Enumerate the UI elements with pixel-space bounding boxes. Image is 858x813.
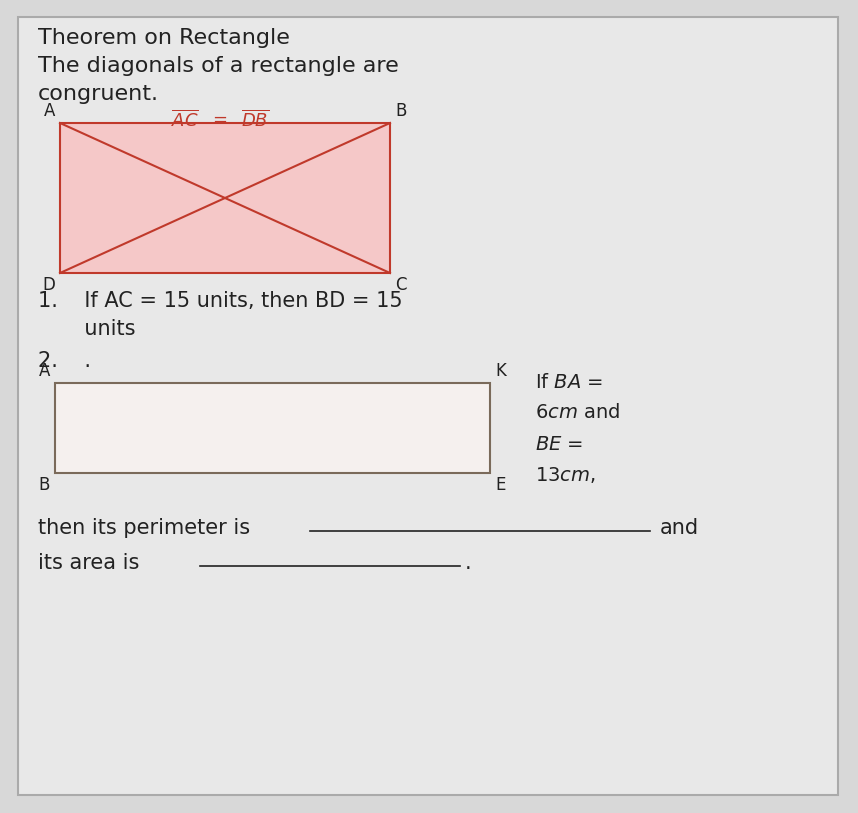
Text: then its perimeter is: then its perimeter is xyxy=(38,518,257,538)
Text: .: . xyxy=(465,553,472,573)
Bar xyxy=(60,123,390,273)
Text: E: E xyxy=(495,476,505,494)
Text: Theorem on Rectangle: Theorem on Rectangle xyxy=(38,28,290,48)
Text: congruent.: congruent. xyxy=(38,84,159,104)
Text: $\overline{AC}$: $\overline{AC}$ xyxy=(171,110,199,131)
Text: The diagonals of a rectangle are: The diagonals of a rectangle are xyxy=(38,56,399,76)
Text: units: units xyxy=(38,319,136,339)
Text: If $BA$ =: If $BA$ = xyxy=(535,373,603,392)
Text: 2.    .: 2. . xyxy=(38,351,91,371)
Text: 6$cm$ and: 6$cm$ and xyxy=(535,403,620,422)
Text: C: C xyxy=(395,276,407,294)
Text: 1.    If AC = 15 units, then BD = 15: 1. If AC = 15 units, then BD = 15 xyxy=(38,291,402,311)
Text: B: B xyxy=(395,102,407,120)
Text: and: and xyxy=(660,518,699,538)
Text: K: K xyxy=(495,362,506,380)
Bar xyxy=(55,383,490,473)
Text: A: A xyxy=(44,102,55,120)
Text: A: A xyxy=(39,362,50,380)
Text: B: B xyxy=(39,476,50,494)
Text: its area is: its area is xyxy=(38,553,146,573)
Text: $\overline{DB}$: $\overline{DB}$ xyxy=(241,110,269,131)
Text: $BE$ =: $BE$ = xyxy=(535,435,583,454)
Text: $=$: $=$ xyxy=(208,110,227,128)
Text: 13$cm$,: 13$cm$, xyxy=(535,465,595,485)
Text: D: D xyxy=(42,276,55,294)
